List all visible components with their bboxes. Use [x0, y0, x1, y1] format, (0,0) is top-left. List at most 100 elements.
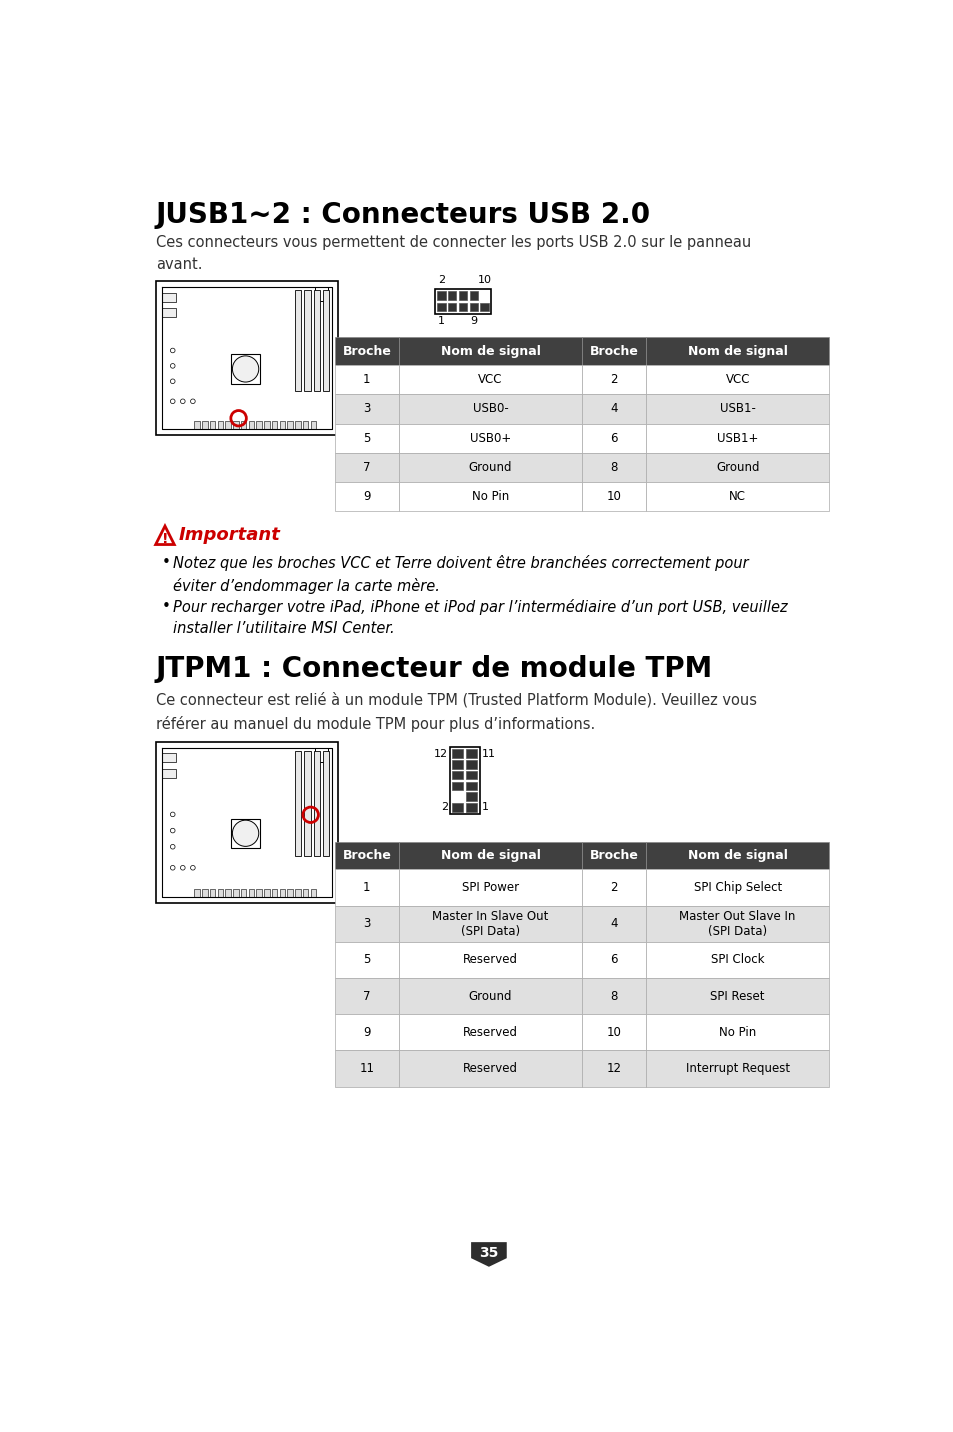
Bar — [458, 302, 467, 311]
Bar — [202, 889, 208, 898]
Circle shape — [171, 400, 174, 404]
Bar — [162, 308, 175, 318]
Bar — [398, 978, 581, 1014]
Text: 1: 1 — [363, 374, 370, 387]
Text: SPI Clock: SPI Clock — [710, 954, 763, 967]
Bar — [287, 421, 293, 430]
Text: No Pin: No Pin — [719, 1025, 756, 1038]
Bar — [264, 889, 270, 898]
Bar — [241, 421, 246, 430]
Bar — [323, 750, 329, 856]
Bar — [279, 889, 285, 898]
Text: •: • — [162, 599, 171, 614]
Bar — [645, 365, 828, 394]
Text: NC: NC — [728, 490, 745, 503]
Text: 35: 35 — [478, 1246, 498, 1260]
Text: 3: 3 — [363, 918, 370, 931]
Bar — [225, 889, 231, 898]
Text: 6: 6 — [610, 432, 618, 445]
Bar — [311, 889, 315, 898]
Text: Ground: Ground — [715, 461, 759, 474]
Text: Broche: Broche — [342, 849, 391, 862]
Bar — [398, 365, 581, 394]
Bar — [303, 421, 308, 430]
Text: Master In Slave Out
(SPI Data): Master In Slave Out (SPI Data) — [432, 909, 548, 938]
Text: !: ! — [162, 533, 168, 546]
Text: 10: 10 — [606, 490, 620, 503]
Bar — [398, 905, 581, 942]
Bar — [466, 782, 476, 790]
Bar — [447, 302, 456, 311]
Text: Nom de signal: Nom de signal — [687, 849, 787, 862]
Bar — [645, 1014, 828, 1051]
Bar — [645, 453, 828, 483]
Text: SPI Power: SPI Power — [461, 881, 518, 894]
Bar — [335, 424, 398, 453]
Bar — [210, 421, 215, 430]
Text: 5: 5 — [363, 954, 370, 967]
Circle shape — [171, 364, 174, 368]
Text: No Pin: No Pin — [472, 490, 509, 503]
Bar — [398, 483, 581, 511]
Bar — [581, 1014, 645, 1051]
Text: 4: 4 — [610, 402, 618, 415]
Bar — [435, 289, 491, 314]
Bar — [264, 421, 270, 430]
Text: Ground: Ground — [468, 990, 512, 1002]
Bar — [581, 905, 645, 942]
Bar — [581, 453, 645, 483]
Bar — [303, 889, 308, 898]
Text: 2: 2 — [440, 802, 447, 812]
Bar — [256, 889, 261, 898]
Bar — [458, 291, 467, 299]
Text: Reserved: Reserved — [462, 1025, 517, 1038]
Text: Broche: Broche — [589, 849, 638, 862]
Bar — [645, 869, 828, 905]
Bar — [314, 748, 328, 762]
Bar — [335, 978, 398, 1014]
Circle shape — [233, 821, 258, 846]
Bar — [466, 770, 476, 779]
Bar — [452, 749, 463, 758]
Bar — [272, 421, 277, 430]
Bar — [311, 421, 315, 430]
Text: 9: 9 — [363, 490, 370, 503]
Text: 8: 8 — [610, 461, 618, 474]
Bar — [335, 869, 398, 905]
Text: 9: 9 — [470, 316, 476, 326]
Circle shape — [180, 400, 185, 404]
Bar — [335, 483, 398, 511]
Bar — [581, 338, 645, 365]
Text: USB0+: USB0+ — [469, 432, 511, 445]
Bar — [294, 291, 301, 391]
Bar — [469, 302, 477, 311]
Bar — [287, 889, 293, 898]
Bar — [335, 365, 398, 394]
Bar — [581, 942, 645, 978]
Bar — [466, 792, 476, 800]
Circle shape — [171, 865, 174, 871]
Bar — [645, 842, 828, 869]
Text: 1: 1 — [437, 316, 444, 326]
Text: Important: Important — [179, 527, 280, 544]
Text: 1: 1 — [363, 881, 370, 894]
Bar — [194, 889, 199, 898]
Bar — [233, 889, 238, 898]
Bar — [645, 338, 828, 365]
Text: SPI Reset: SPI Reset — [710, 990, 764, 1002]
Bar — [256, 421, 261, 430]
Bar — [452, 803, 463, 812]
Text: Master Out Slave In
(SPI Data): Master Out Slave In (SPI Data) — [679, 909, 795, 938]
Text: 3: 3 — [363, 402, 370, 415]
Text: 5: 5 — [363, 432, 370, 445]
Bar — [279, 421, 285, 430]
Bar — [581, 394, 645, 424]
Bar — [231, 819, 260, 848]
Bar — [645, 978, 828, 1014]
Text: 2: 2 — [437, 275, 444, 285]
Text: 11: 11 — [481, 749, 496, 759]
Bar — [202, 421, 208, 430]
Circle shape — [191, 865, 195, 871]
Bar — [155, 281, 337, 435]
Bar — [335, 453, 398, 483]
